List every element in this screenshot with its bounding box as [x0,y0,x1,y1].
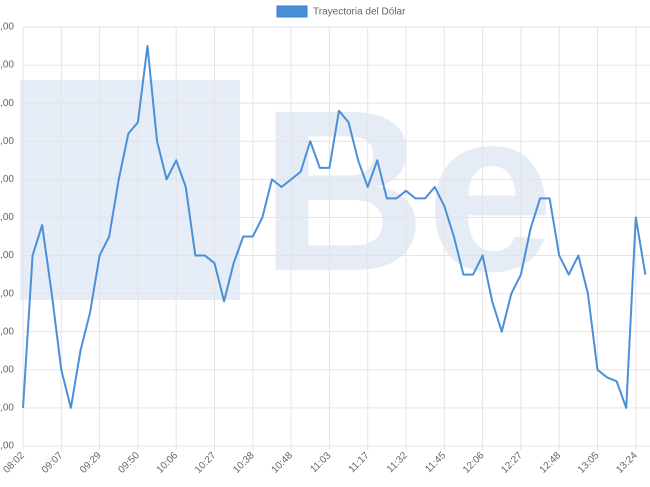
y-tick-label: 5,00 [0,250,14,261]
y-tick-label: 9,00 [0,98,14,109]
x-tick-label: 10:48 [270,450,296,476]
watermark: Be [20,62,554,319]
y-tick-label: 1,00 [0,403,14,414]
y-tick-label: 1,00 [0,22,14,33]
x-tick-label: 11:17 [347,450,372,475]
x-tick-label: 13:24 [614,450,640,476]
x-tick-label: 08:02 [2,450,28,476]
x-tick-label: 09:29 [78,450,104,476]
x-tick-label: 11:03 [308,450,333,475]
x-tick-label: 12:48 [538,450,564,476]
x-tick-label: 11:45 [423,450,448,475]
x-tick-label: 12:27 [499,450,525,476]
x-tick-label: 09:07 [40,450,66,476]
x-tick-label: 10:27 [193,450,219,476]
y-tick-label: 0,00 [0,60,14,71]
y-tick-label: 3,00 [0,326,14,337]
y-tick-label: 6,00 [0,212,14,223]
y-tick-label: 0,00 [0,441,14,452]
y-tick-label: 2,00 [0,364,14,375]
y-tick-label: 4,00 [0,288,14,299]
x-tick-label: 09:50 [116,450,142,476]
legend-swatch [276,5,308,18]
x-tick-label: 10:38 [231,450,257,476]
y-tick-label: 8,00 [0,136,14,147]
x-tick-label: 13:05 [576,450,602,476]
x-tick-label: 10:06 [155,450,181,476]
line [22,45,647,409]
y-tick-label: 7,00 [0,174,14,185]
legend-label: Trayectoria del Dólar [313,7,406,18]
x-tick-label: 11:32 [385,450,410,475]
x-tick-label: 12:06 [461,450,487,476]
